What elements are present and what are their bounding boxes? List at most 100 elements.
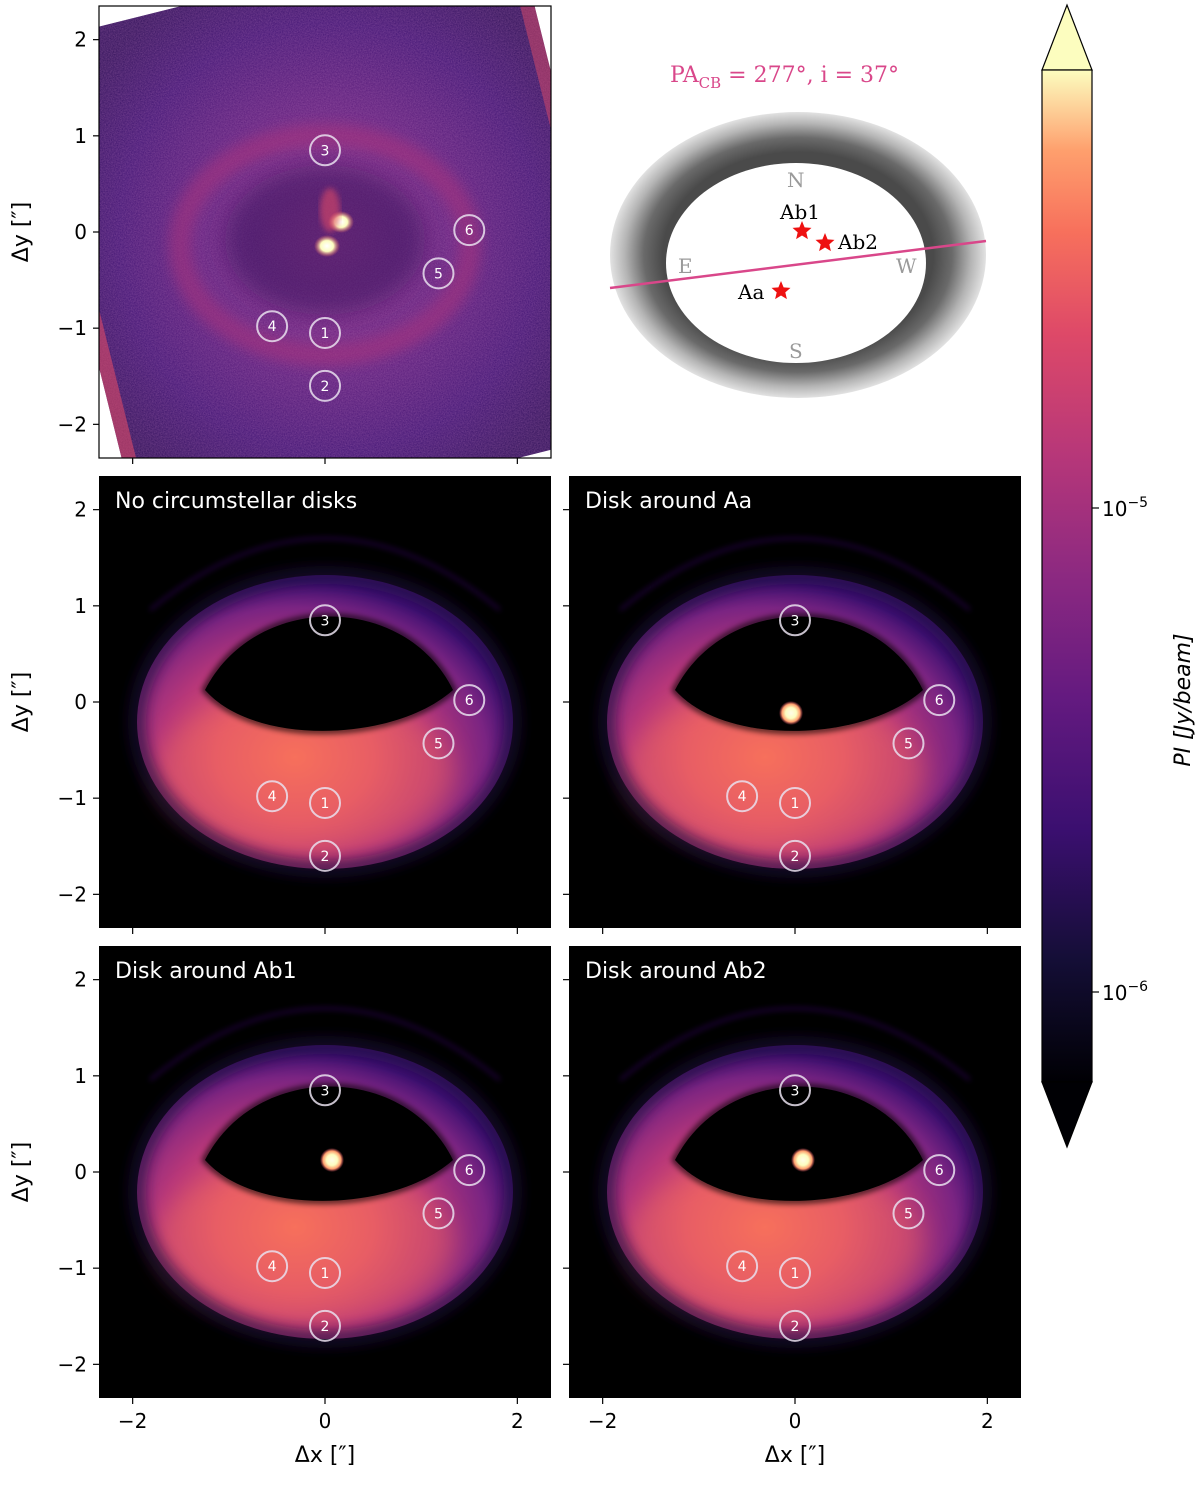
- position-angle-line: [609, 239, 987, 290]
- region-marker-6: 6: [923, 684, 956, 717]
- region-markers: 1 2 3 4 5 6: [726, 1074, 956, 1342]
- compass-south: S: [789, 339, 803, 363]
- panel-model-none: No circumstellar disks 1 2 3 4 5 6: [99, 476, 551, 928]
- colorbar-label: PI [Jy/beam]: [1171, 633, 1196, 766]
- y-tick-label: 1: [74, 594, 87, 618]
- y-tick-label: 0: [74, 690, 87, 714]
- y-tick-label: 0: [74, 1160, 87, 1184]
- region-markers: 1 2 3 4 5 6: [256, 134, 486, 402]
- region-marker-4: 4: [256, 1250, 289, 1283]
- y-tick-label: 2: [74, 498, 87, 522]
- region-marker-label: 1: [321, 326, 330, 342]
- region-marker-6: 6: [453, 1154, 486, 1187]
- region-marker-6: 6: [453, 214, 486, 247]
- region-marker-label: 5: [904, 1206, 913, 1222]
- y-tick-label: −2: [58, 882, 87, 906]
- region-markers: 1 2 3 4 5 6: [256, 1074, 486, 1342]
- region-marker-label: 5: [434, 736, 443, 752]
- outer-arc: [149, 537, 501, 612]
- region-marker-label: 4: [268, 319, 277, 335]
- region-marker-label: 1: [321, 1266, 330, 1282]
- region-marker-label: 3: [791, 1083, 800, 1099]
- x-tick-label: 0: [789, 1409, 802, 1433]
- circumstellar-disk-aa: [779, 701, 803, 725]
- panel-model-ab2: Disk around Ab2 1 2 3 4 5 6: [569, 946, 1021, 1398]
- x-tick-label: 0: [319, 1409, 332, 1433]
- region-marker-3: 3: [309, 604, 341, 637]
- region-marker-4: 4: [256, 780, 289, 813]
- outer-arc: [619, 1007, 971, 1082]
- region-marker-label: 5: [434, 1206, 443, 1222]
- y-tick-label: 0: [74, 220, 87, 244]
- x-axis-label: Δx [″]: [295, 1443, 355, 1468]
- y-tick-label: 1: [74, 1064, 87, 1088]
- region-marker-1: 1: [309, 316, 341, 349]
- star-label-ab1: Ab1: [779, 200, 820, 224]
- panel-title: Disk around Ab1: [115, 959, 297, 984]
- x-axis-label: Δx [″]: [765, 1443, 825, 1468]
- region-marker-label: 2: [321, 849, 330, 865]
- region-marker-6: 6: [923, 1154, 956, 1187]
- pa-inclination-label: PACB = 277°, i = 37°: [670, 63, 899, 92]
- region-marker-label: 2: [321, 379, 330, 395]
- region-marker-3: 3: [779, 604, 811, 637]
- circumstellar-disk-ab1: [320, 1148, 344, 1172]
- compass-north: N: [787, 168, 805, 192]
- region-marker-label: 3: [321, 1083, 330, 1099]
- panel-model-ab1: Disk around Ab1 1 2 3 4 5 6: [99, 946, 551, 1398]
- panel-title: No circumstellar disks: [115, 489, 357, 514]
- outer-arc: [149, 1007, 501, 1082]
- region-marker-label: 3: [791, 613, 800, 629]
- region-marker-5: 5: [422, 727, 455, 760]
- region-marker-label: 6: [465, 223, 474, 239]
- star-markers: [771, 221, 835, 300]
- region-marker-label: 6: [465, 693, 474, 709]
- region-marker-label: 5: [904, 736, 913, 752]
- region-marker-label: 1: [791, 796, 800, 812]
- colorbar-tick-1e-5: 10−5: [1102, 495, 1148, 521]
- y-tick-label: −1: [58, 786, 87, 810]
- y-axis-label: Δy [″]: [9, 672, 34, 732]
- region-marker-label: 2: [321, 1319, 330, 1335]
- region-markers: 1 2 3 4 5 6: [256, 604, 486, 872]
- y-axis-label: Δy [″]: [9, 1142, 34, 1202]
- region-marker-label: 2: [791, 1319, 800, 1335]
- region-marker-label: 4: [268, 1259, 277, 1275]
- region-marker-3: 3: [309, 134, 341, 167]
- y-axis-label: Δy [″]: [9, 202, 34, 262]
- disk-cavity: [205, 1086, 453, 1201]
- y-tick-label: 2: [74, 28, 87, 52]
- axes: 2 1 0 −1 −2 Δy [″] 2 1 0 −1 −2 Δy [″] 2 1 0 −1 −2 Δy [″] −…: [9, 28, 994, 1468]
- x-tick-label: −2: [118, 1409, 147, 1433]
- panel-model-aa: Disk around Aa 1 2 3 4 5 6: [569, 476, 1021, 928]
- region-marker-5: 5: [422, 257, 455, 290]
- circumstellar-disk-ab2: [791, 1148, 815, 1172]
- panel-title: Disk around Ab2: [585, 959, 767, 984]
- region-marker-3: 3: [309, 1074, 341, 1107]
- region-marker-label: 1: [321, 796, 330, 812]
- y-tick-label: −1: [58, 316, 87, 340]
- colorbar: 10−5 10−6 PI [Jy/beam]: [1041, 3, 1196, 1149]
- region-marker-label: 4: [268, 789, 277, 805]
- x-tick-label: 2: [511, 1409, 524, 1433]
- region-marker-label: 5: [434, 266, 443, 282]
- region-marker-label: 6: [465, 1163, 474, 1179]
- region-marker-5: 5: [892, 1197, 925, 1230]
- region-marker-4: 4: [256, 310, 289, 343]
- region-marker-4: 4: [726, 780, 759, 813]
- outer-arc: [619, 537, 971, 612]
- panel-observed: 1 2 3 4 5 6: [98, 5, 552, 459]
- disk-cavity: [675, 616, 923, 731]
- compass-west: W: [896, 254, 917, 278]
- region-marker-label: 6: [935, 693, 944, 709]
- region-marker-label: 4: [738, 1259, 747, 1275]
- star-label-ab2: Ab2: [837, 230, 878, 254]
- disk-cavity: [675, 1086, 923, 1201]
- region-marker-4: 4: [726, 1250, 759, 1283]
- y-tick-label: −2: [58, 412, 87, 436]
- region-marker-3: 3: [779, 1074, 811, 1107]
- region-marker-label: 6: [935, 1163, 944, 1179]
- disk-cavity: [205, 616, 453, 731]
- region-marker-2: 2: [309, 369, 341, 402]
- star-ab1: [792, 221, 812, 240]
